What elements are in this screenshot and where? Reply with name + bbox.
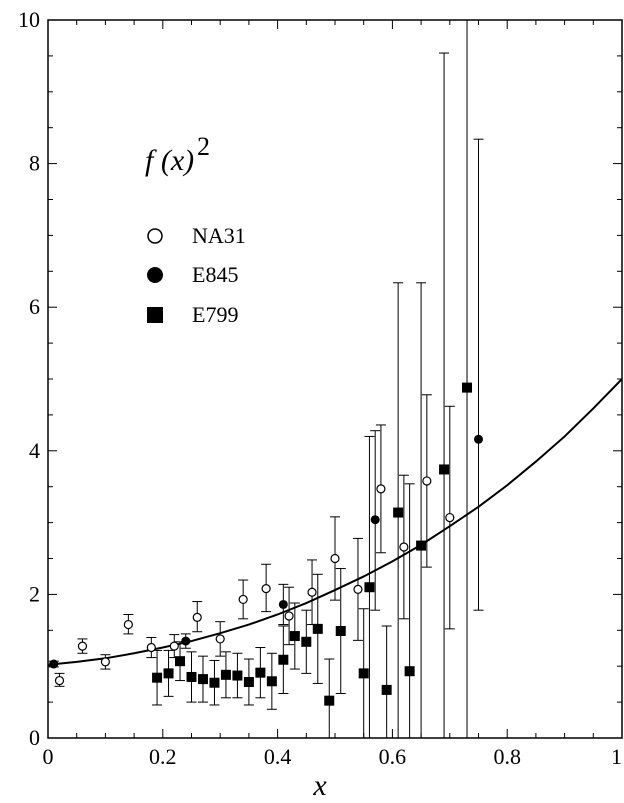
point-na31: [307, 587, 317, 597]
x-tick-label: 0.4: [264, 744, 292, 769]
point-e799: [197, 674, 208, 685]
y-tick-label: 8: [29, 151, 40, 176]
y-tick-label: 10: [18, 7, 40, 32]
legend-label-e845: E845: [192, 262, 238, 287]
x-tick-label: 0.6: [379, 744, 407, 769]
point-e799: [324, 695, 335, 706]
plot-area: [47, 19, 623, 739]
point-na31: [353, 584, 363, 594]
legend-label-e799: E799: [192, 302, 238, 327]
legend-marker-e845: [147, 267, 163, 283]
point-e845: [181, 636, 191, 646]
point-na31: [399, 542, 409, 552]
point-na31: [376, 484, 386, 494]
point-e799: [175, 656, 186, 667]
legend: NA31 E845 E799: [147, 223, 246, 327]
point-e799: [404, 666, 415, 677]
x-tick-label: 0.8: [493, 744, 521, 769]
point-e799: [439, 464, 450, 475]
point-na31: [284, 611, 294, 621]
point-e799: [301, 636, 312, 647]
point-e799: [381, 684, 392, 695]
plot-frame: [47, 19, 623, 739]
x-tick-label: 1: [611, 744, 622, 769]
point-e799: [462, 382, 473, 393]
legend-marker-e799: [147, 307, 163, 323]
error-bars: [48, 20, 484, 738]
point-na31: [215, 634, 225, 644]
point-na31: [100, 657, 111, 667]
x-tick-label: 0.2: [149, 744, 177, 769]
point-na31: [54, 675, 65, 686]
point-e799: [393, 507, 404, 518]
point-na31: [169, 641, 179, 651]
point-e799: [416, 540, 427, 551]
point-e799: [186, 671, 197, 682]
function-annotation: f (x) 2: [145, 132, 210, 177]
point-na31: [238, 594, 248, 605]
point-e845: [474, 434, 483, 444]
annotation-exponent: 2: [197, 132, 210, 161]
point-na31: [330, 553, 340, 564]
point-e799: [232, 670, 243, 681]
legend-marker-na31: [147, 228, 163, 244]
x-axis-label: x: [312, 769, 327, 802]
point-e799: [209, 677, 220, 688]
point-na31: [445, 512, 455, 523]
point-e845: [49, 659, 59, 669]
point-e799: [358, 668, 369, 679]
point-e799: [364, 582, 375, 593]
point-e845: [370, 515, 380, 525]
point-na31: [192, 612, 202, 622]
point-na31: [146, 642, 156, 653]
point-na31: [422, 476, 432, 486]
y-tick-label: 6: [29, 294, 40, 319]
legend-label-na31: NA31: [192, 223, 246, 248]
point-e799: [266, 676, 277, 687]
point-e799: [278, 654, 289, 665]
y-tick-label: 2: [29, 581, 40, 606]
point-e799: [312, 623, 323, 634]
point-e799: [335, 626, 346, 637]
point-e799: [289, 631, 300, 642]
point-e799: [220, 669, 231, 680]
point-e799: [163, 668, 174, 679]
point-e799: [152, 672, 163, 683]
data-markers: [49, 382, 483, 706]
point-na31: [77, 641, 88, 651]
point-e799: [255, 667, 266, 678]
y-tick-label: 0: [29, 725, 40, 750]
y-tick-label: 4: [29, 438, 40, 463]
point-e799: [243, 676, 254, 687]
point-na31: [123, 619, 133, 630]
point-e845: [278, 599, 288, 609]
point-na31: [261, 584, 271, 594]
x-tick-label: 0: [43, 744, 54, 769]
annotation-base: f (x): [145, 144, 194, 177]
